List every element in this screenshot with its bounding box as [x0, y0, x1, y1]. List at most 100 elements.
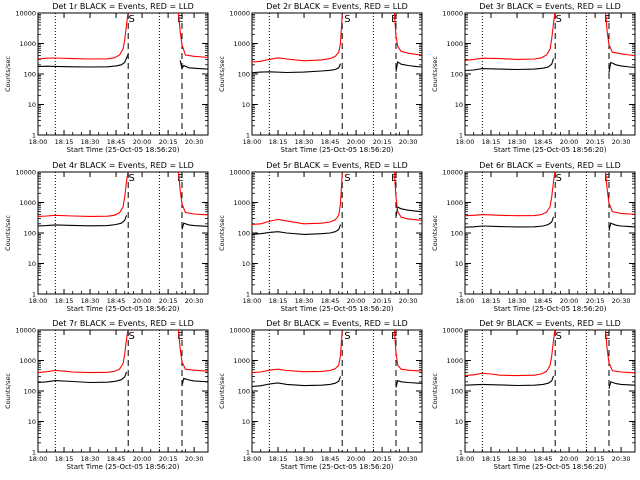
- events-series-line: [181, 222, 208, 230]
- chart-title: Det 2r BLACK = Events, RED = LLD: [266, 2, 408, 11]
- x-tick-label: 18:45: [534, 297, 553, 305]
- x-tick-label: 18:15: [55, 455, 74, 463]
- x-tick-label: 18:15: [269, 297, 288, 305]
- plot-frame: [464, 171, 636, 295]
- y-tick-label: 10000: [442, 169, 463, 177]
- x-tick-label: 18:30: [81, 297, 100, 305]
- x-tick-label: 20:30: [185, 297, 204, 305]
- y-tick-label: 10: [242, 101, 250, 109]
- lld-series-line: [177, 330, 208, 372]
- x-tick-label: 20:00: [347, 138, 366, 146]
- events-series-line: [608, 222, 635, 231]
- x-tick-label: 18:30: [295, 455, 314, 463]
- y-tick-label: 1000: [446, 199, 463, 207]
- x-tick-label: 18:30: [81, 138, 100, 146]
- events-series-line: [252, 224, 342, 235]
- y-axis-label: Counts/sec: [218, 215, 226, 251]
- y-tick-label: 10: [455, 418, 463, 426]
- x-tick-label: 18:45: [321, 297, 340, 305]
- marker-label-e: E: [604, 331, 610, 342]
- marker-label-s: S: [344, 14, 350, 25]
- lld-series-line: [38, 172, 129, 217]
- x-tick-label: 20:00: [560, 297, 579, 305]
- marker-label-e: E: [604, 14, 610, 25]
- y-axis-label: Counts/sec: [431, 215, 439, 251]
- lld-series-line: [393, 330, 422, 372]
- x-axis-label: Start Time (25-Oct-05 18:56:20): [281, 463, 394, 471]
- lld-series-line: [177, 13, 208, 58]
- y-tick-label: 10: [28, 418, 36, 426]
- y-tick-label: 10000: [442, 327, 463, 335]
- x-tick-label: 18:45: [107, 297, 126, 305]
- x-tick-label: 18:45: [321, 455, 340, 463]
- y-tick-label: 10: [28, 101, 36, 109]
- y-tick-label: 100: [451, 230, 463, 238]
- marker-label-s: S: [128, 331, 134, 342]
- x-tick-label: 18:30: [295, 138, 314, 146]
- plot-frame: [464, 329, 636, 453]
- marker-label-e: E: [177, 14, 183, 25]
- x-tick-label: 20:00: [560, 455, 579, 463]
- plot-frame: [37, 329, 209, 453]
- y-tick-label: 100: [238, 230, 250, 238]
- chart-title: Det 8r BLACK = Events, RED = LLD: [266, 319, 408, 328]
- detector-chart-3: Det 3r BLACK = Events, RED = LLD Counts/s…: [431, 2, 636, 154]
- x-tick-label: 18:45: [107, 455, 126, 463]
- x-tick-label: 18:15: [482, 455, 501, 463]
- events-series-line: [395, 379, 422, 388]
- y-tick-label: 10000: [15, 327, 36, 335]
- x-tick-label: 18:00: [456, 455, 475, 463]
- detector-chart-6: Det 6r BLACK = Events, RED = LLD Counts/s…: [431, 161, 636, 313]
- x-tick-label: 20:00: [133, 138, 152, 146]
- y-tick-label: 1: [32, 132, 36, 140]
- y-tick-label: 1000: [233, 357, 250, 365]
- x-tick-label: 20:30: [399, 455, 418, 463]
- x-tick-label: 18:00: [243, 455, 262, 463]
- x-tick-label: 20:15: [373, 297, 392, 305]
- x-tick-label: 20:30: [612, 297, 631, 305]
- x-tick-label: 20:15: [586, 297, 605, 305]
- marker-label-e: E: [391, 331, 397, 342]
- x-tick-label: 18:00: [243, 297, 262, 305]
- lld-series-line: [604, 172, 635, 215]
- x-tick-label: 18:15: [482, 138, 501, 146]
- y-tick-label: 1000: [446, 40, 463, 48]
- x-tick-label: 18:15: [269, 455, 288, 463]
- x-tick-label: 20:30: [399, 297, 418, 305]
- y-tick-label: 10000: [229, 169, 250, 177]
- x-tick-label: 20:30: [185, 455, 204, 463]
- chart-title: Det 7r BLACK = Events, RED = LLD: [52, 319, 194, 328]
- y-tick-label: 10000: [15, 169, 36, 177]
- x-tick-label: 20:00: [133, 455, 152, 463]
- events-series-line: [181, 377, 208, 386]
- x-tick-label: 20:15: [373, 455, 392, 463]
- y-tick-label: 10: [242, 260, 250, 268]
- y-tick-label: 1000: [19, 40, 36, 48]
- events-series-line: [179, 60, 208, 71]
- x-tick-label: 20:15: [159, 138, 178, 146]
- x-tick-label: 20:00: [347, 297, 366, 305]
- y-tick-label: 1000: [19, 357, 36, 365]
- events-series-line: [608, 381, 635, 389]
- lld-series-line: [38, 330, 129, 374]
- y-tick-label: 1000: [19, 199, 36, 207]
- y-tick-label: 1: [32, 449, 36, 457]
- x-tick-label: 18:00: [456, 138, 475, 146]
- y-tick-label: 100: [238, 71, 250, 79]
- events-series-line: [608, 61, 635, 73]
- x-tick-label: 20:30: [612, 455, 631, 463]
- lld-series-line: [252, 173, 343, 226]
- y-tick-label: 10: [455, 101, 463, 109]
- y-tick-label: 1: [246, 132, 250, 140]
- events-series-line: [252, 63, 342, 74]
- plot-frame: [37, 171, 209, 295]
- y-tick-label: 100: [451, 388, 463, 396]
- events-series-line: [252, 376, 342, 388]
- x-tick-label: 18:15: [55, 297, 74, 305]
- marker-label-s: S: [344, 173, 350, 184]
- x-tick-label: 20:15: [586, 138, 605, 146]
- x-tick-label: 20:15: [586, 455, 605, 463]
- y-tick-label: 1000: [446, 357, 463, 365]
- y-tick-label: 1: [32, 291, 36, 299]
- plot-frame: [251, 171, 423, 295]
